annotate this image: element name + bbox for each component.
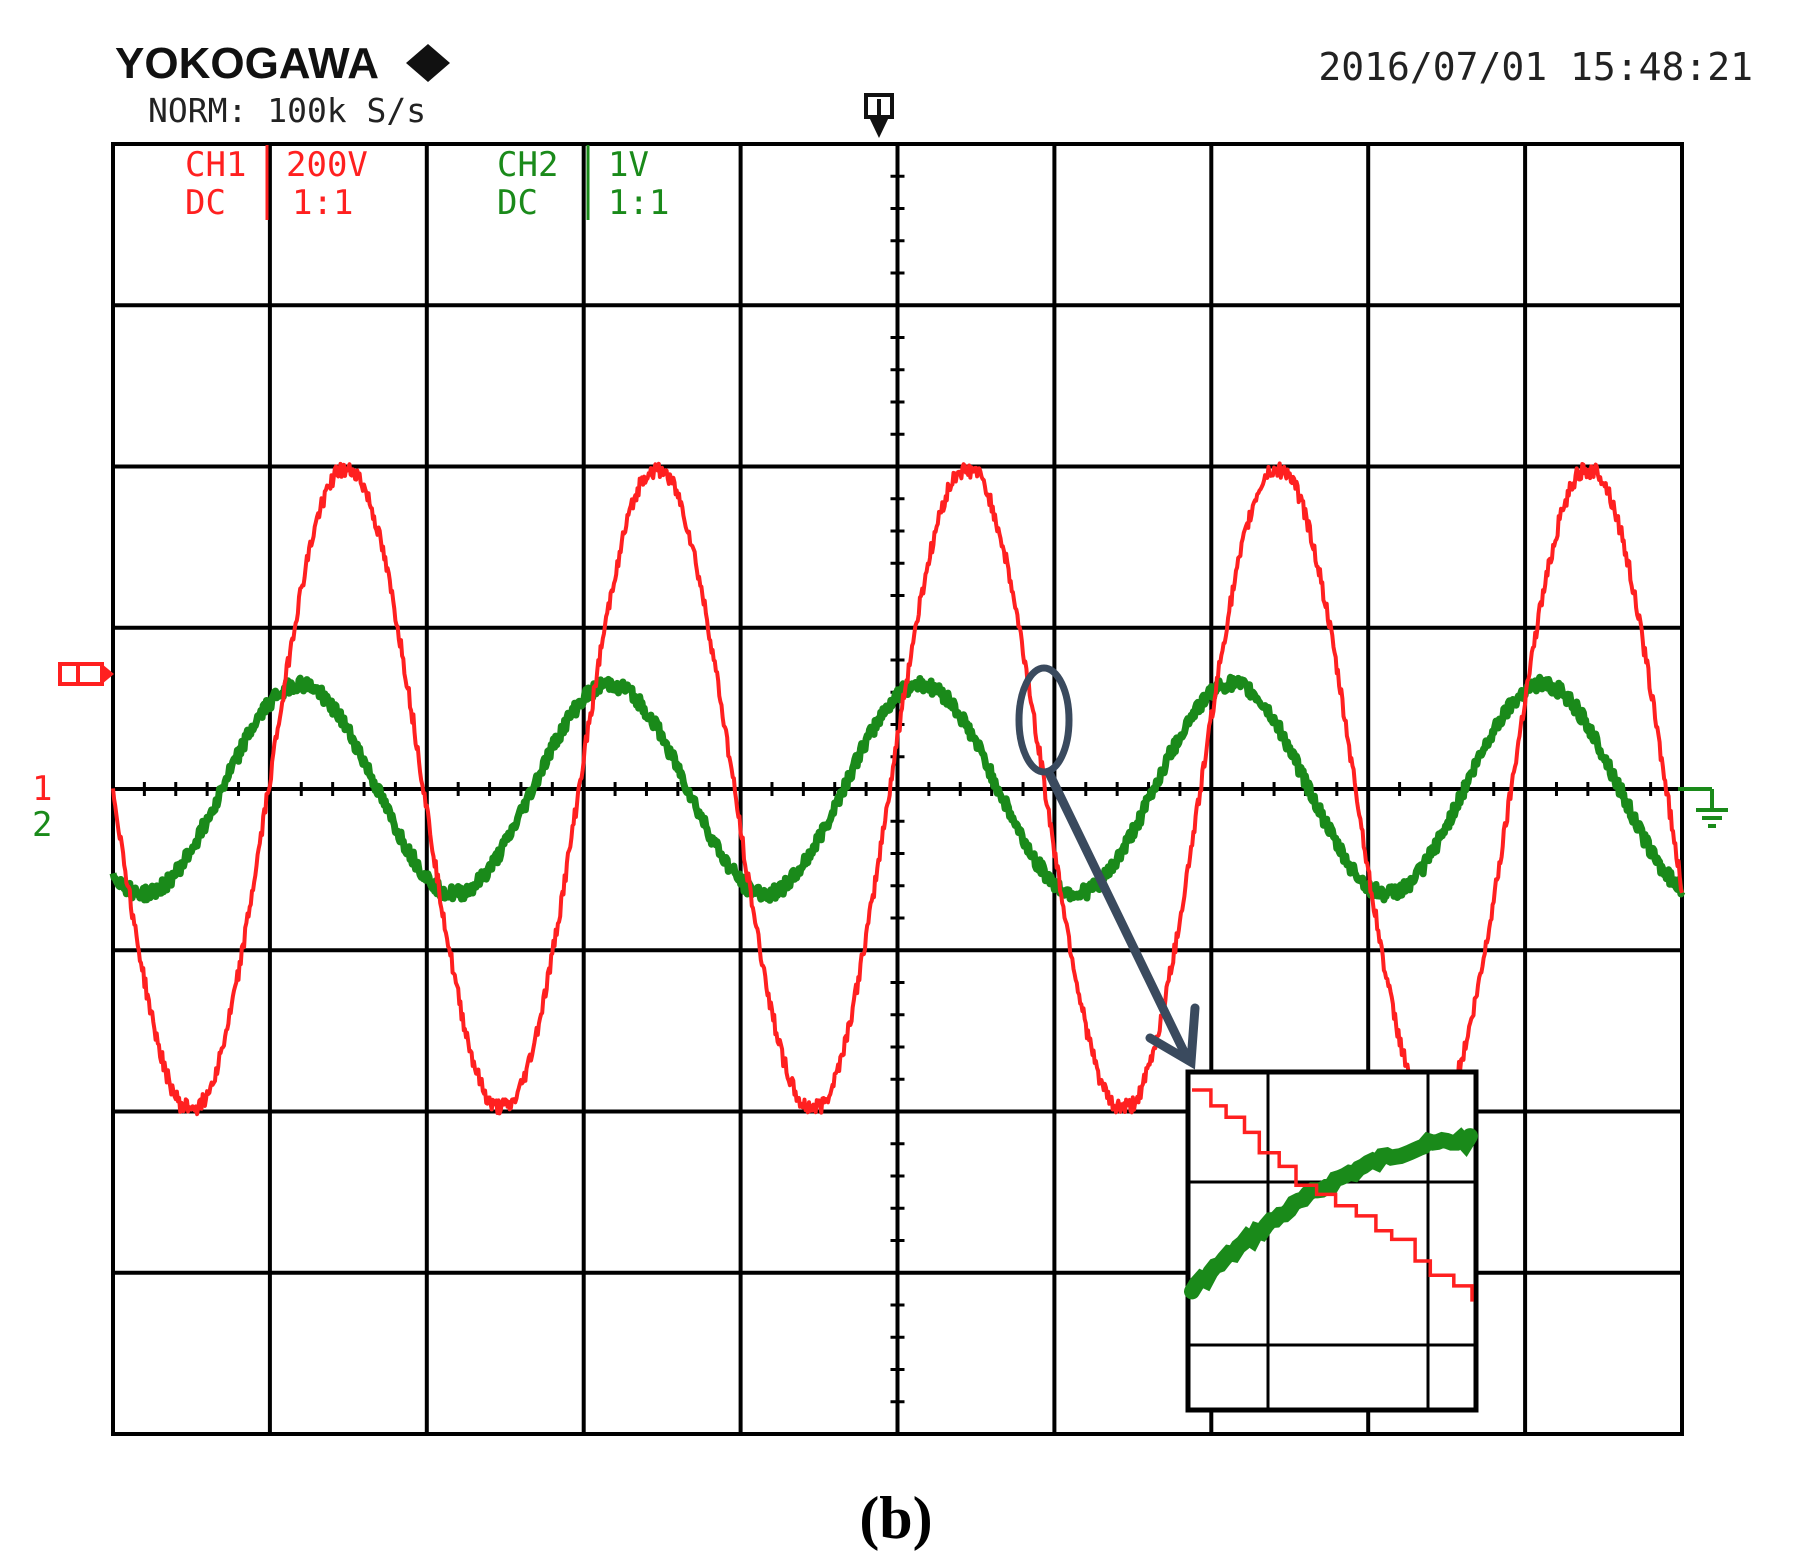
- ch2-probe: 1:1: [608, 183, 669, 223]
- inset-ch2-trace: [1184, 1127, 1478, 1300]
- ch1-scale: 200V: [286, 145, 368, 185]
- ch2-coupling: DC: [497, 183, 538, 223]
- ch1-ground-marker: 1: [32, 769, 52, 809]
- brand-logo-text: YOKOGAWA: [115, 39, 379, 88]
- ch2-settings: CH2 1V DC 1:1: [497, 145, 669, 223]
- trigger-position-marker: [864, 93, 894, 138]
- ch2-name: CH2: [497, 145, 558, 185]
- timestamp: 2016/07/01 15:48:21: [1318, 45, 1753, 89]
- ch1-probe: 1:1: [292, 183, 353, 223]
- zoom-inset: [1184, 1069, 1479, 1413]
- acquisition-mode: NORM: 100k S/s: [148, 91, 426, 130]
- highlight-ellipse: [1015, 664, 1073, 776]
- inset-ch1-trace: [1192, 1088, 1474, 1302]
- zoom-arrow: [1045, 770, 1200, 1070]
- trigger-level-marker: [58, 662, 114, 686]
- ch2-trace: [109, 673, 1686, 904]
- diamond-icon: [406, 44, 450, 82]
- ch2-scale: 1V: [608, 145, 649, 185]
- ground-icon: [1678, 787, 1728, 828]
- figure-caption: (b): [859, 1485, 932, 1551]
- ch1-coupling: DC: [185, 183, 226, 223]
- ch1-settings: CH1 200V DC 1:1: [185, 145, 368, 223]
- ch1-name: CH1: [185, 145, 246, 185]
- ch2-ground-marker: 2: [32, 805, 52, 845]
